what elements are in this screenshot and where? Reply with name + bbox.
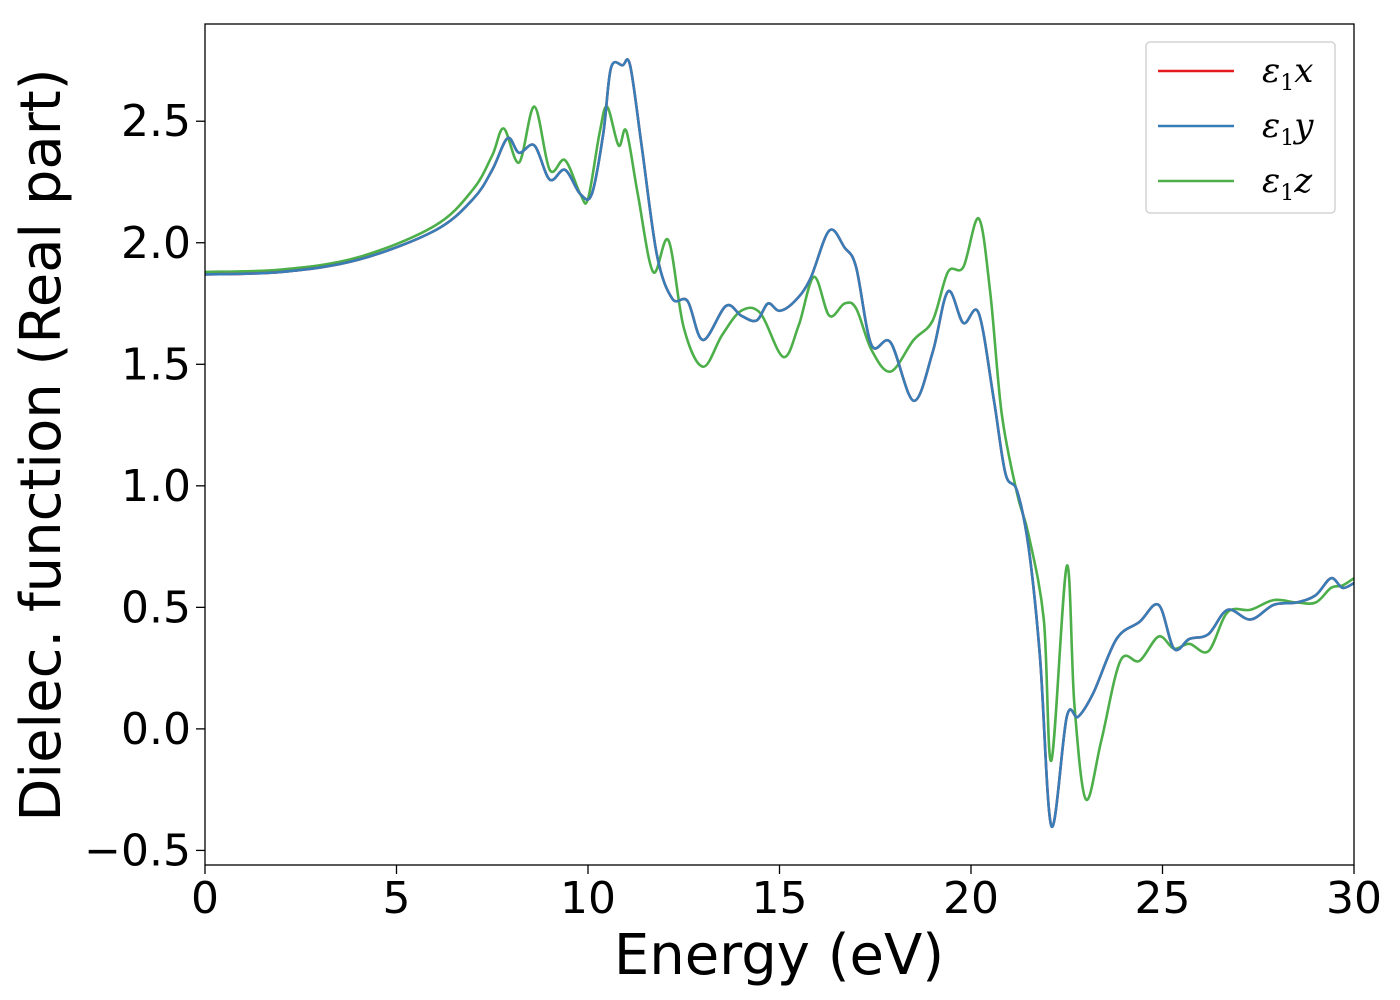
x-axis: 0 5 10 15 20 25 30 bbox=[191, 865, 1382, 924]
y-tick-label: 1.5 bbox=[121, 339, 191, 390]
y-tick-label: 1.0 bbox=[121, 461, 191, 512]
series-line-ε1y bbox=[205, 58, 1354, 828]
x-tick-label: 10 bbox=[560, 873, 616, 924]
x-tick-label: 25 bbox=[1135, 873, 1191, 924]
y-tick-label: 0.5 bbox=[121, 582, 191, 633]
series-line-ε1z bbox=[205, 105, 1354, 802]
series-layer bbox=[205, 58, 1354, 828]
x-axis-label: Energy (eV) bbox=[614, 923, 944, 988]
y-axis: −0.5 0.0 0.5 1.0 1.5 2.0 2.5 bbox=[84, 96, 205, 876]
y-tick-label: −0.5 bbox=[84, 825, 191, 876]
x-tick-label: 5 bbox=[383, 873, 411, 924]
legend-label: ε1x bbox=[1262, 51, 1313, 96]
legend-label: ε1z bbox=[1262, 161, 1313, 206]
x-tick-label: 15 bbox=[752, 873, 808, 924]
legend-label: ε1y bbox=[1262, 106, 1314, 151]
x-tick-label: 30 bbox=[1326, 873, 1382, 924]
legend: ε1x ε1y ε1z bbox=[1145, 41, 1336, 214]
y-tick-label: 0.0 bbox=[121, 704, 191, 755]
y-axis-label: Dielec. function (Real part) bbox=[9, 68, 74, 821]
y-tick-label: 2.0 bbox=[121, 218, 191, 269]
legend-box bbox=[1145, 41, 1336, 214]
x-tick-label: 0 bbox=[191, 873, 219, 924]
x-tick-label: 20 bbox=[943, 873, 999, 924]
y-tick-label: 2.5 bbox=[121, 96, 191, 147]
